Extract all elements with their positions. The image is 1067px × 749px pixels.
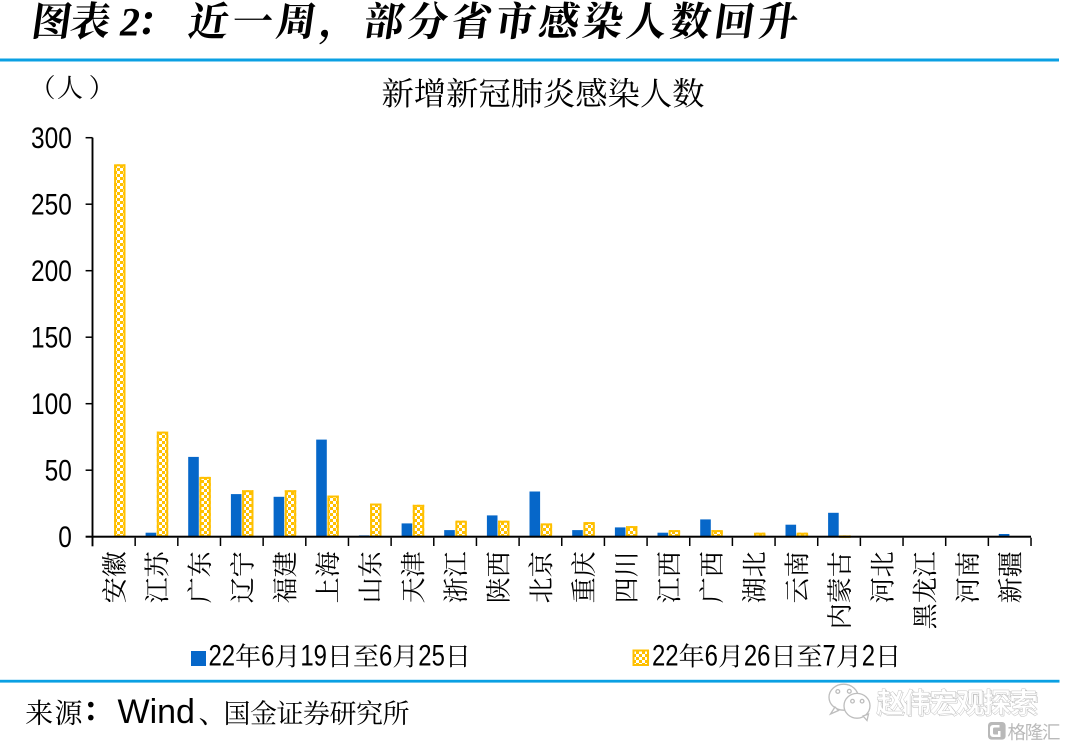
svg-text:22: 22 [209, 639, 236, 672]
svg-text:26: 26 [744, 639, 771, 672]
svg-text:50: 50 [45, 453, 72, 487]
svg-text:22: 22 [652, 639, 679, 672]
svg-text:6: 6 [379, 639, 392, 672]
svg-text:6: 6 [705, 639, 718, 672]
svg-text:150: 150 [31, 320, 72, 354]
svg-text:100: 100 [31, 387, 72, 421]
svg-text:25: 25 [418, 639, 445, 672]
svg-text:19: 19 [300, 639, 327, 672]
svg-text:2: 2 [119, 0, 140, 45]
svg-text:6: 6 [261, 639, 274, 672]
svg-text:0: 0 [58, 520, 72, 554]
svg-text:200: 200 [31, 254, 72, 288]
svg-text:7: 7 [823, 639, 836, 672]
svg-text:Wind: Wind [118, 693, 195, 731]
svg-text:2: 2 [862, 639, 875, 672]
svg-text:250: 250 [31, 187, 72, 221]
svg-text:300: 300 [31, 121, 72, 155]
